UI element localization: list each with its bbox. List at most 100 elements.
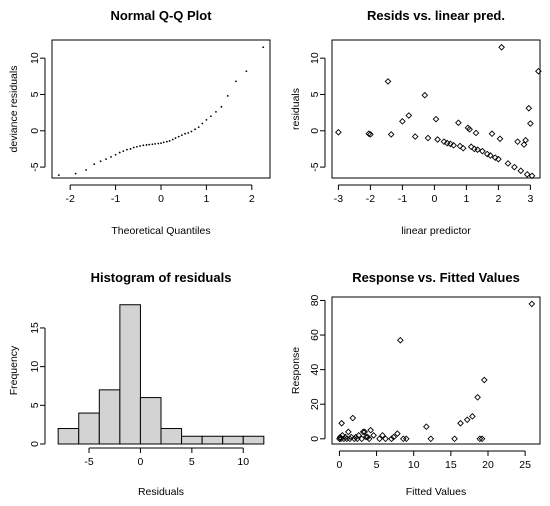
x-tick-label: 3 xyxy=(527,193,533,205)
data-point xyxy=(432,115,440,123)
y-axis-label: Response xyxy=(290,347,302,394)
x-tick-label: 25 xyxy=(519,459,531,471)
data-point xyxy=(479,147,486,155)
data-point xyxy=(399,118,406,125)
data-point xyxy=(346,435,354,443)
qq-point xyxy=(168,140,171,142)
data-point xyxy=(376,435,383,443)
data-point xyxy=(424,134,432,142)
qq-point xyxy=(114,153,117,156)
qq-point xyxy=(105,158,107,161)
qq-point xyxy=(122,150,125,153)
data-point xyxy=(405,112,413,119)
qq-point xyxy=(118,151,121,154)
qq-point xyxy=(220,105,223,108)
data-point xyxy=(459,144,467,152)
y-tick-label: 10 xyxy=(29,361,41,373)
data-point xyxy=(361,428,369,436)
x-tick-label: -1 xyxy=(398,193,407,205)
qq-point xyxy=(174,137,177,139)
fitted-panel: Response vs. Fitted Values 0 5 10 15 20 25 0 20 4… xyxy=(290,270,541,498)
data-point xyxy=(347,433,355,441)
chart-title: Histogram of residuals xyxy=(91,270,232,285)
x-tick-label: 1 xyxy=(203,193,209,205)
data-point xyxy=(423,423,430,431)
data-point xyxy=(450,141,457,149)
x-tick-label: 0 xyxy=(158,193,164,205)
y-tick-label: 0 xyxy=(29,128,41,134)
x-tick-label: 1 xyxy=(463,193,469,205)
data-point xyxy=(362,433,370,441)
data-point xyxy=(523,171,531,178)
data-point xyxy=(467,143,475,151)
qq-point xyxy=(245,70,248,73)
data-point xyxy=(476,435,484,443)
qq-point xyxy=(190,130,193,133)
y-tick-label: 5 xyxy=(29,91,41,97)
qq-point xyxy=(160,142,162,145)
data-point xyxy=(365,435,373,443)
y-tick-label: 5 xyxy=(309,91,321,97)
x-tick-label: -5 xyxy=(84,456,93,468)
qq-point xyxy=(142,144,145,147)
data-point xyxy=(463,416,471,424)
y-tick-label: 0 xyxy=(29,441,41,447)
data-point xyxy=(440,138,448,146)
y-tick-label: 10 xyxy=(29,52,41,64)
histogram-bar xyxy=(160,428,183,445)
x-axis-label: Theoretical Quantiles xyxy=(111,225,210,237)
data-point xyxy=(469,412,476,420)
data-point xyxy=(447,140,454,148)
data-point xyxy=(455,119,462,127)
qq-point xyxy=(194,128,196,131)
data-point xyxy=(370,432,377,439)
data-point xyxy=(487,152,494,159)
chart-title: Resids vs. linear pred. xyxy=(367,8,505,23)
data-point xyxy=(456,142,464,150)
x-tick-label: -3 xyxy=(334,193,343,205)
data-point xyxy=(384,78,392,85)
data-point xyxy=(520,141,528,148)
data-point xyxy=(474,146,481,154)
y-tick-label: 60 xyxy=(309,329,321,341)
data-point xyxy=(335,128,342,136)
qq-point xyxy=(129,148,132,150)
data-point xyxy=(387,131,395,138)
data-point xyxy=(525,104,533,112)
x-tick-label: 2 xyxy=(495,193,501,205)
data-point xyxy=(382,435,389,443)
qq-point xyxy=(166,140,168,143)
qq-point xyxy=(215,111,217,113)
data-point xyxy=(345,428,352,436)
qq-point xyxy=(197,126,200,129)
qq-point xyxy=(132,146,135,149)
data-point xyxy=(496,135,504,143)
x-tick-label: 0 xyxy=(337,459,343,471)
data-point xyxy=(528,300,536,308)
histogram-bar xyxy=(78,412,100,445)
x-tick-label: 0 xyxy=(431,193,437,205)
qq-point xyxy=(148,143,151,146)
qq-point xyxy=(157,142,160,145)
qq-point xyxy=(154,142,156,145)
x-tick-label: 10 xyxy=(237,456,249,468)
qq-point xyxy=(162,141,165,144)
data-point xyxy=(478,435,486,443)
y-axis-label: deviance residuals xyxy=(8,66,20,153)
data-point xyxy=(388,435,395,443)
qq-point xyxy=(57,174,60,176)
y-tick-label: -5 xyxy=(29,162,41,171)
hist-panel: Histogram of residuals -5 0 5 10 0 5 10 15 Residu… xyxy=(8,270,265,498)
qq-point xyxy=(110,156,112,158)
data-point xyxy=(488,130,496,138)
x-axis-label: linear predictor xyxy=(401,225,471,237)
data-point xyxy=(511,163,518,171)
x-tick-label: 0 xyxy=(138,456,144,468)
data-point xyxy=(365,130,373,138)
qq-point xyxy=(184,132,186,135)
histogram-bar xyxy=(57,428,80,445)
data-point xyxy=(336,433,344,441)
qq-point xyxy=(201,122,204,125)
data-point xyxy=(349,414,357,422)
